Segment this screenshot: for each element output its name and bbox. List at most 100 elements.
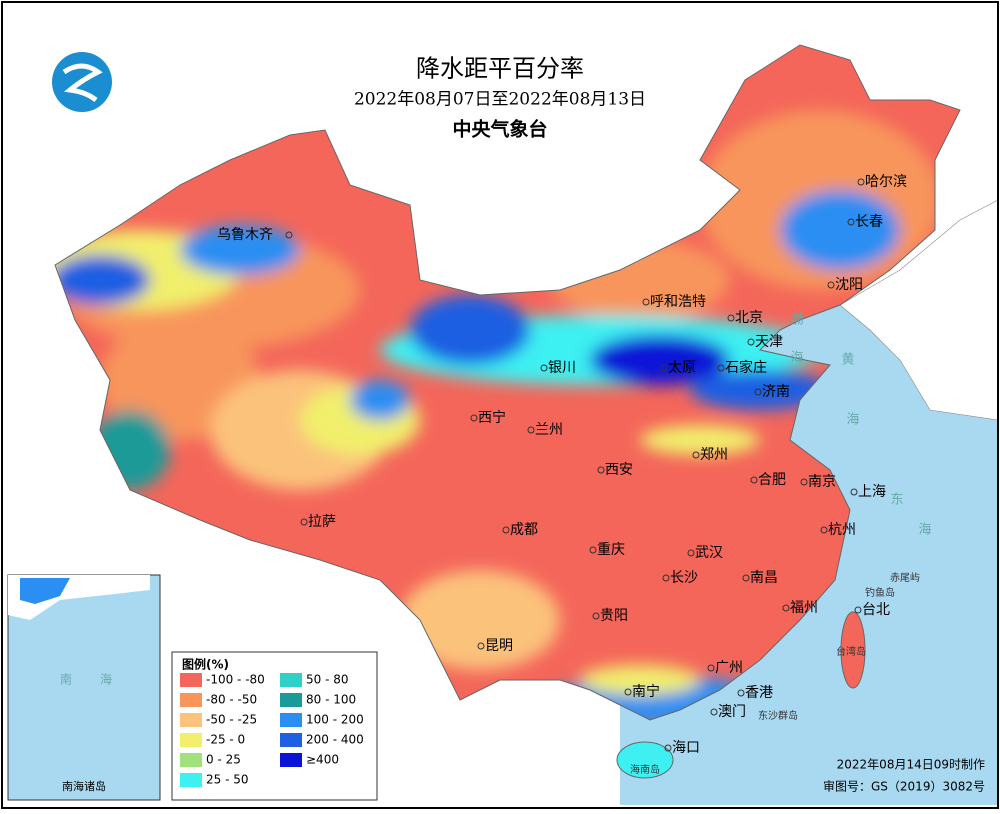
city-dot	[592, 612, 600, 620]
city-dot	[642, 298, 650, 306]
city-label: 济南	[762, 384, 790, 400]
city-label: 南昌	[750, 570, 778, 586]
legend-box	[171, 651, 378, 801]
city-dot	[692, 451, 700, 459]
city-label: 西宁	[478, 409, 506, 426]
legend-swatch	[180, 713, 202, 727]
city-label: 北京	[735, 310, 763, 326]
place-label: 钓鱼岛	[865, 586, 895, 599]
legend-label: 50 - 80	[306, 673, 349, 687]
city-dot	[624, 688, 632, 696]
legend-label: -80 - -50	[206, 693, 257, 707]
city-label: 银川	[548, 360, 576, 376]
city-label: 郑州	[700, 447, 728, 463]
place-label: 台湾岛	[836, 645, 866, 658]
city-label: 武汉	[695, 545, 723, 561]
legend-swatch	[280, 753, 302, 767]
city-label: 杭州	[828, 522, 856, 538]
city-label: 太原	[668, 360, 696, 376]
city-dot	[477, 642, 485, 650]
legend-swatch	[280, 733, 302, 747]
city-label: 广州	[715, 660, 743, 676]
city-dot	[857, 178, 865, 186]
legend-swatch	[180, 773, 202, 787]
title: 降水距平百分率	[416, 55, 584, 83]
city-label: 昆明	[485, 638, 513, 654]
legend-label: -50 - -25	[206, 713, 257, 727]
city-dot	[502, 526, 510, 534]
legend-label: 200 - 400	[306, 733, 364, 747]
city-label: 哈尔滨	[865, 174, 907, 190]
city-label: 乌鲁木齐	[217, 227, 273, 243]
city-label: 重庆	[597, 542, 625, 558]
inset-label: 南海诸岛	[62, 779, 106, 793]
city-label: 南宁	[632, 683, 660, 700]
legend-swatch	[180, 733, 202, 747]
place-label: 海	[790, 351, 803, 366]
place-label: 海	[918, 523, 931, 538]
logo	[52, 52, 112, 112]
legend-swatch	[280, 713, 302, 727]
city-label: 兰州	[535, 422, 563, 438]
legend-title: 图例(%)	[182, 657, 229, 672]
place-label: 海	[846, 413, 859, 428]
city-dot	[747, 338, 755, 346]
hainan	[616, 741, 674, 779]
city-dot	[717, 364, 725, 372]
city-label: 西安	[605, 462, 633, 478]
place-label: 黄	[841, 353, 854, 368]
city-label: 海口	[672, 740, 700, 756]
city-dot	[854, 606, 862, 614]
legend-label: -25 - 0	[206, 733, 245, 747]
city-dot	[707, 664, 715, 672]
city-dot	[589, 546, 597, 554]
city-label: 呼和浩特	[650, 294, 706, 310]
city-dot	[664, 744, 672, 752]
inset-field	[20, 578, 70, 604]
city-label: 福州	[790, 600, 818, 616]
city-dot	[470, 414, 478, 422]
city-dot	[750, 476, 758, 484]
legend-label: 100 - 200	[306, 713, 364, 727]
city-dot	[800, 478, 808, 486]
city-dot	[285, 231, 293, 239]
city-label: 成都	[510, 522, 538, 538]
place-label: 东	[890, 493, 903, 508]
legend-label: 25 - 50	[206, 773, 249, 787]
city-dot	[660, 364, 668, 372]
city-label: 香港	[745, 685, 773, 701]
city-label: 天津	[755, 334, 783, 350]
inset-sea: 海	[100, 672, 112, 687]
place-label: 渤	[790, 312, 803, 328]
date-range: 2022年08月07日至2022年08月13日	[354, 90, 646, 110]
legend-label: 0 - 25	[206, 753, 241, 767]
city-label: 合肥	[758, 472, 786, 488]
city-dot	[742, 574, 750, 582]
legend-swatch	[180, 693, 202, 707]
city-dot	[597, 466, 605, 474]
city-label: 台北	[862, 602, 890, 618]
legend-label: ≥400	[306, 753, 339, 767]
place-label: 赤尾屿	[890, 572, 920, 584]
city-dot	[847, 218, 855, 226]
legend-label: -100 - -80	[206, 673, 265, 687]
city-dot	[782, 604, 790, 612]
legend-swatch	[280, 693, 302, 707]
legend-swatch	[180, 753, 202, 767]
city-label: 拉萨	[308, 514, 336, 530]
city-dot	[710, 708, 718, 716]
city-label: 长沙	[670, 570, 698, 586]
city-dot	[754, 388, 762, 396]
city-dot	[820, 526, 828, 534]
inset-sea: 南	[60, 672, 72, 687]
city-dot	[540, 364, 548, 372]
approval: 审图号：GS（2019）3082号	[823, 779, 985, 794]
city-label: 上海	[858, 484, 886, 500]
city-dot	[727, 314, 735, 322]
city-dot	[300, 518, 308, 526]
taiwan	[840, 611, 866, 689]
city-dot	[687, 549, 695, 557]
place-label: 东沙群岛	[758, 709, 798, 722]
